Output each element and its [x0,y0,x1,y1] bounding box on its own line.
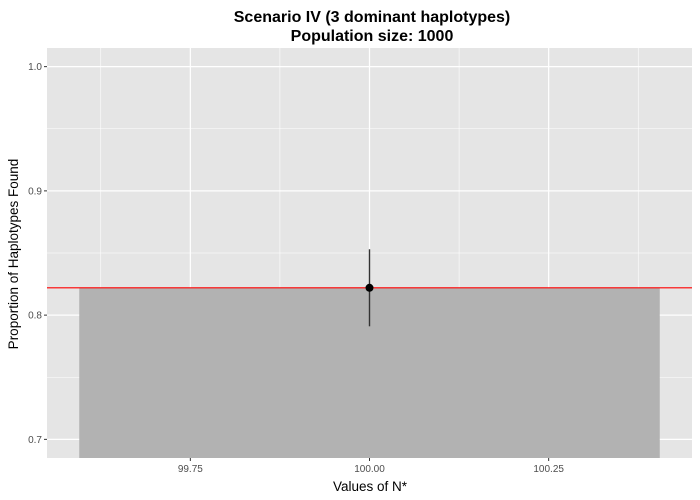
y-tick-label: 0.8 [28,311,42,322]
x-axis-ticks: 99.75 100.00 100.25 [178,458,564,475]
x-tick-label: 99.75 [178,464,203,475]
y-tick-label: 0.7 [28,435,42,446]
y-axis-ticks: 0.7 0.8 0.9 1.0 [28,62,47,446]
y-tick-label: 0.9 [28,186,42,197]
y-tick-label: 1.0 [28,62,42,73]
data-point [365,283,374,292]
y-axis-title: Proportion of Haplotypes Found [6,159,21,350]
chart-subtitle: Population size: 1000 [291,28,454,45]
x-tick-label: 100.00 [354,464,385,475]
chart-title: Scenario IV (3 dominant haplotypes) [234,9,511,26]
x-tick-label: 100.25 [533,464,564,475]
x-axis-title: Values of N* [333,479,408,494]
points [365,283,374,292]
